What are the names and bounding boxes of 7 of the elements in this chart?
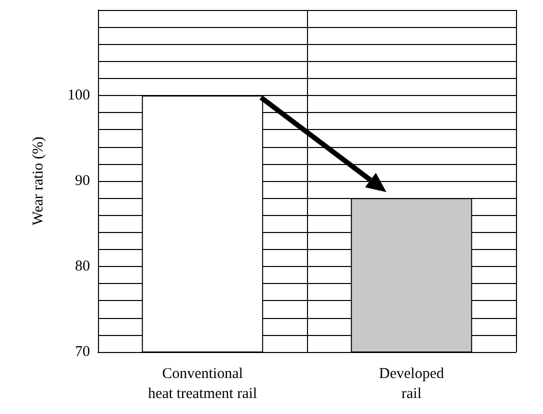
x-tick-label: Conventional heat treatment rail <box>148 366 258 402</box>
x-tick-label: Developed rail <box>379 366 444 402</box>
y-axis-title: Wear ratio (%) <box>30 136 46 226</box>
y-tick-label: 90 <box>75 173 90 189</box>
y-tick-label: 100 <box>68 88 90 104</box>
y-tick-label: 80 <box>75 258 90 274</box>
y-tick-label: 70 <box>75 344 90 360</box>
